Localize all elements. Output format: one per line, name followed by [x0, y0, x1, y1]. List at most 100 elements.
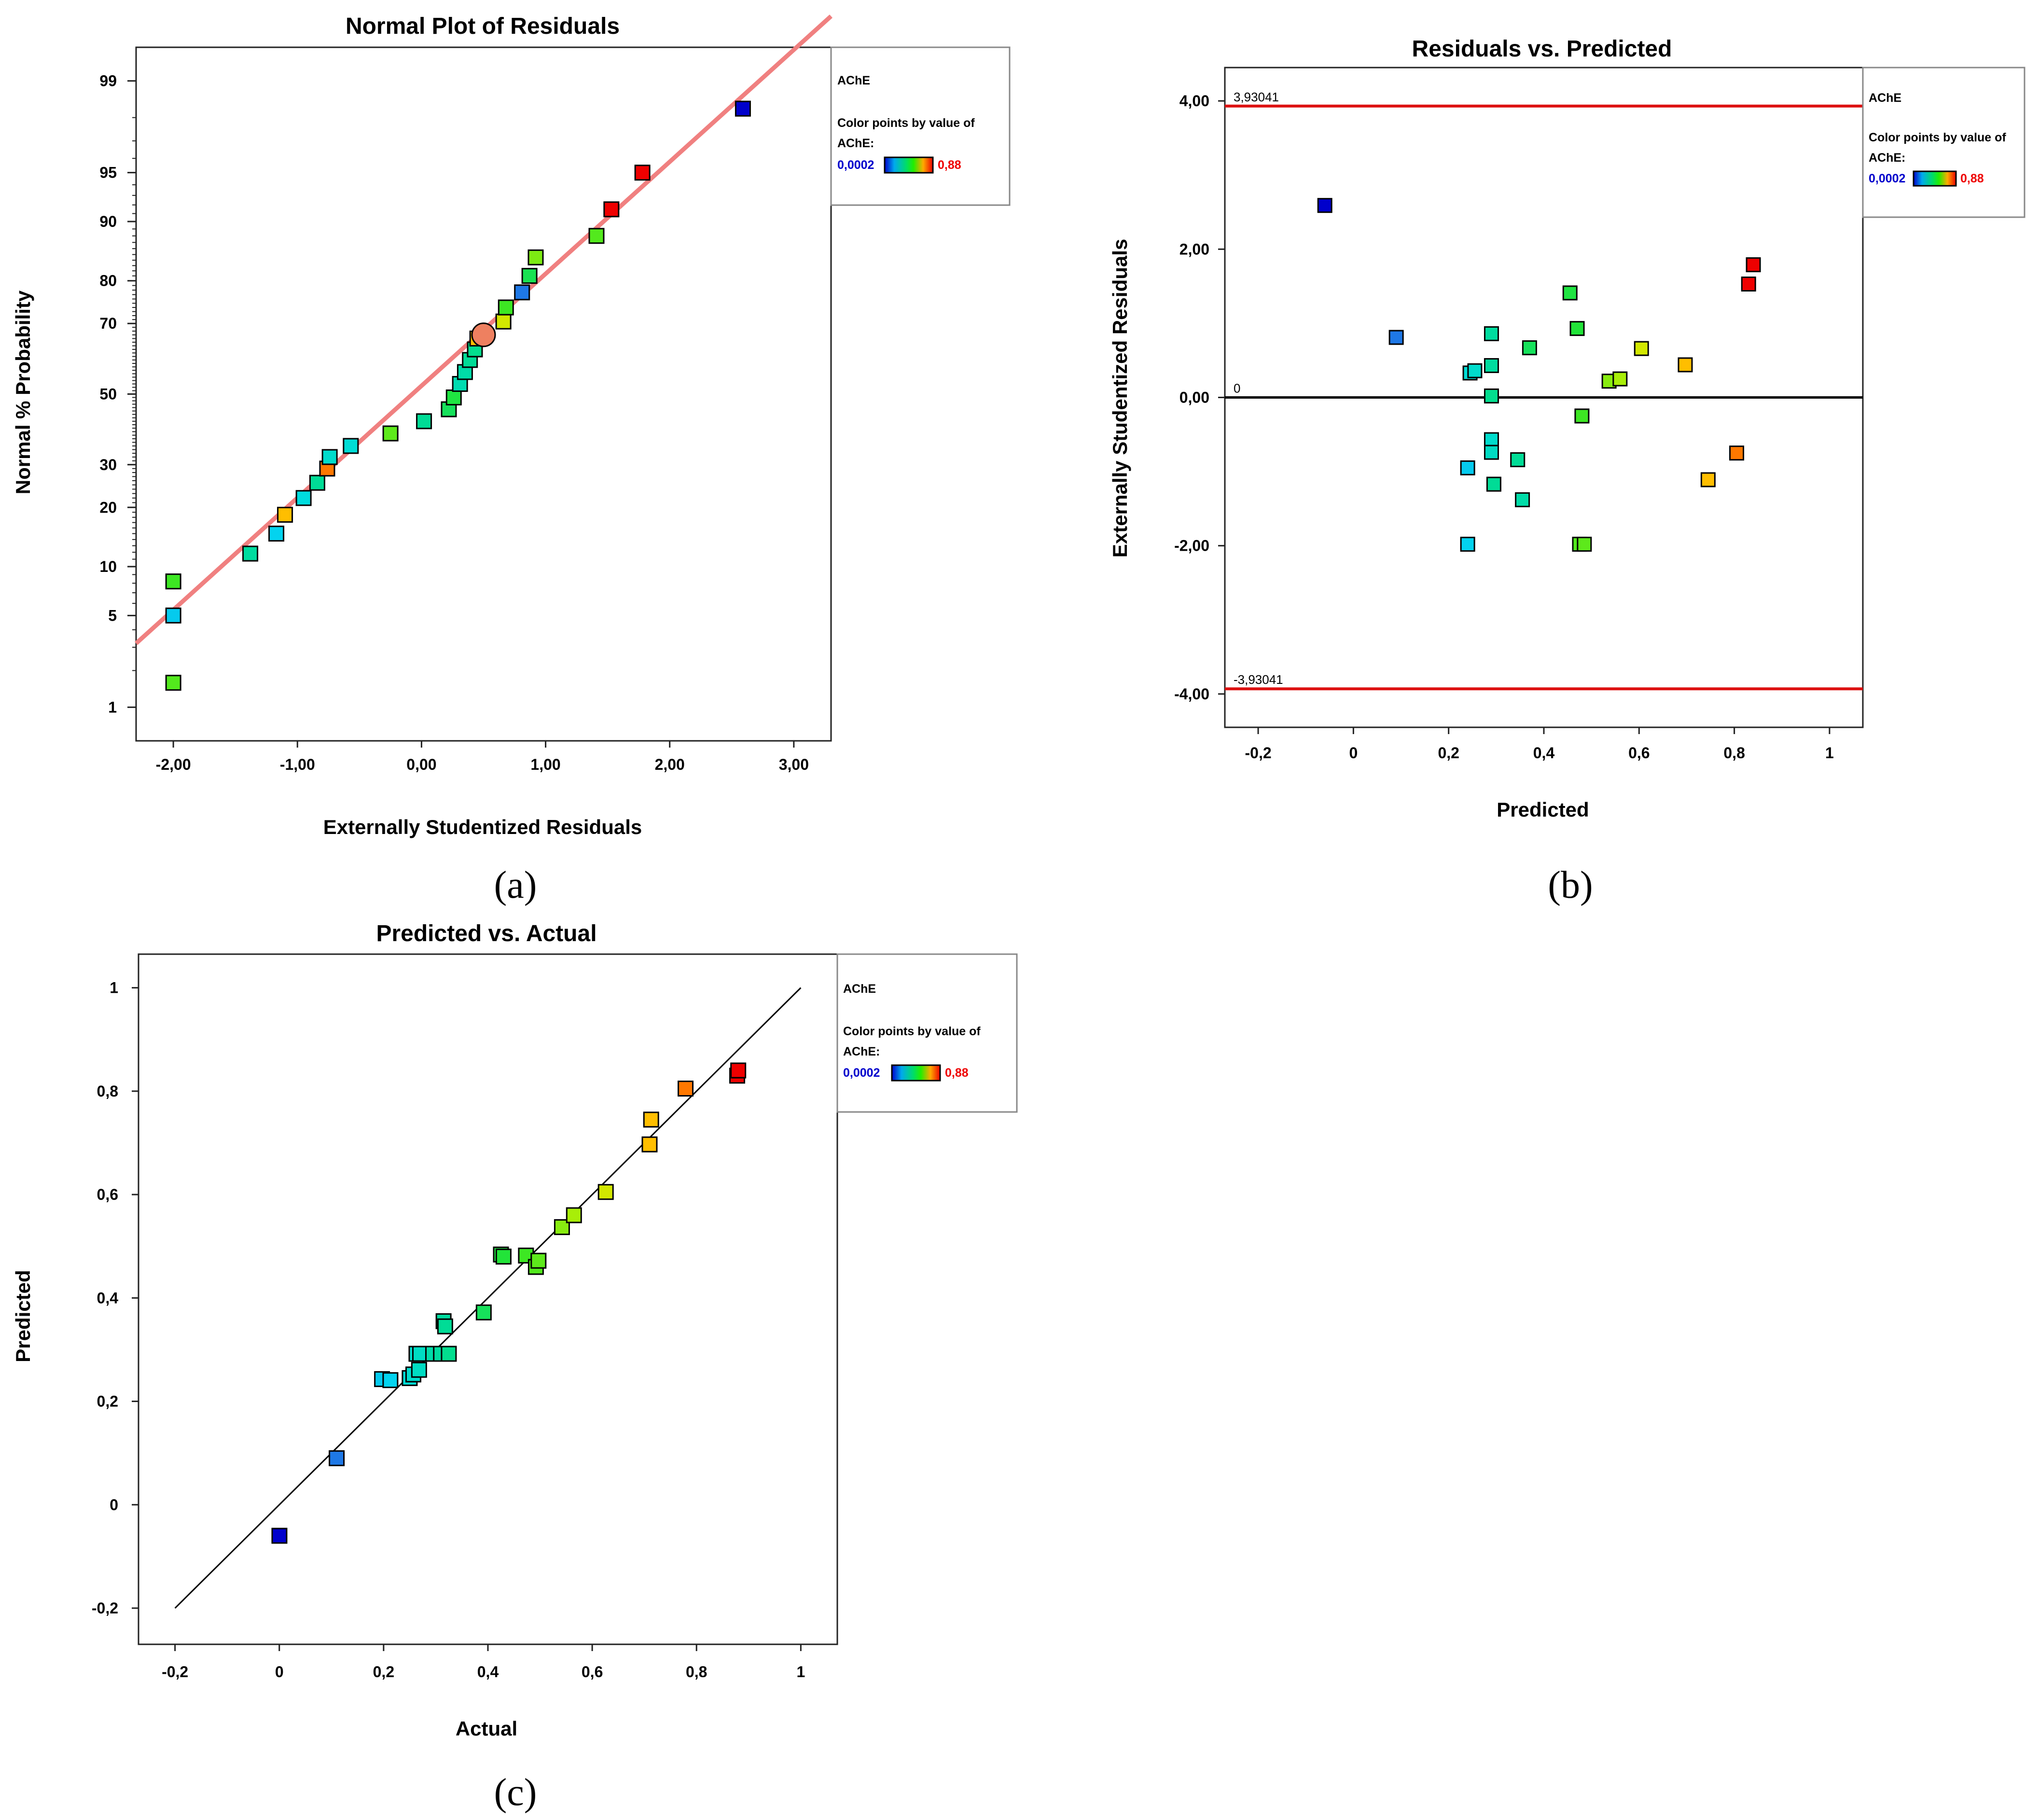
data-point-b: [1486, 476, 1501, 492]
data-point-a: [165, 607, 181, 624]
data-point-b: [1460, 537, 1475, 552]
y-tick-label-b: 0,00: [1179, 389, 1209, 406]
chart-title-a: Normal Plot of Residuals: [346, 14, 620, 39]
x-tick-label-a: 3,00: [779, 756, 809, 773]
legend-subtitle-b2: AChE:: [1869, 151, 1905, 165]
legend-gradient-b: [1913, 170, 1957, 187]
plot-area-a: [135, 46, 832, 742]
points-a: [165, 100, 751, 691]
data-point-a: [634, 165, 651, 181]
legend-min-a: 0,0002: [837, 158, 874, 172]
x-tick-label-c: 1: [796, 1663, 805, 1681]
x-tick-label-b: 1: [1825, 744, 1834, 762]
data-point-b: [1634, 341, 1649, 356]
points-c: [271, 1062, 747, 1544]
data-point-b: [1700, 472, 1716, 487]
legend-subtitle-c1: Color points by value of: [843, 1025, 981, 1038]
x-tick-label-c: 0: [275, 1663, 284, 1681]
data-point-b: [1574, 408, 1590, 424]
legend-gradient-a: [884, 156, 934, 174]
legend-box-b: [1862, 67, 2025, 218]
x-axis-label-b: Predicted: [1497, 798, 1589, 821]
x-tick-label-c: 0,2: [373, 1663, 394, 1681]
data-point-b: [1741, 276, 1756, 292]
reference-lines-c: [174, 987, 802, 1609]
ticks-c: -0,2 0 0,2 0,4 0,6 0,8 1 -0,2 0 0,2 0,4 0,6 0,8 1: [92, 979, 805, 1681]
x-tick-label-a: 2,00: [655, 756, 685, 773]
legend-title-b: AChE: [1869, 91, 1901, 105]
y-tick-label-a: 10: [99, 558, 117, 575]
data-point-b: [1562, 285, 1578, 301]
x-tick-label-b: 0: [1349, 744, 1358, 762]
data-point-b: [1577, 537, 1592, 552]
y-tick-label-a: 1: [108, 698, 117, 716]
data-point-b: [1612, 371, 1628, 387]
chart-title-c: Predicted vs. Actual: [376, 921, 596, 946]
x-tick-label-b: 0,8: [1723, 744, 1745, 762]
x-tick-label-a: -1,00: [280, 756, 315, 773]
data-point-c: [641, 1136, 658, 1153]
identity-line-c: [174, 987, 802, 1609]
data-point-b: [1522, 340, 1537, 356]
x-tick-label-c: 0,8: [686, 1663, 707, 1681]
data-point-a: [521, 268, 538, 284]
y-axis-label-b: Externally Studentized Residuals: [1109, 239, 1131, 558]
data-point-a: [495, 313, 512, 330]
legend-box-c: [836, 953, 1018, 1113]
legend-subtitle-a1: Color points by value of: [837, 116, 975, 130]
legend-title-a: AChE: [837, 74, 870, 87]
y-tick-label-a: 20: [99, 499, 117, 516]
reference-line-label-b: 3,93041: [1234, 90, 1279, 104]
data-point-a: [268, 526, 285, 542]
data-point-a: [603, 201, 620, 218]
y-tick-label-a: 99: [99, 72, 117, 90]
legend-gradient-c: [891, 1064, 941, 1082]
ticks-a: -2,00 -1,00 0,00 1,00 2,00 3,00 1 5 10 20 30 50 70 80…: [99, 72, 809, 773]
data-point-a: [382, 425, 399, 442]
data-point-a: [514, 284, 530, 301]
legend-title-c: AChE: [843, 982, 876, 996]
y-tick-label-a: 80: [99, 272, 117, 290]
data-point-c: [475, 1304, 492, 1320]
legend-c: AChE Color points by value of AChE: 0,00…: [836, 953, 1018, 1113]
data-point-b: [1510, 452, 1526, 468]
data-point-b: [1484, 388, 1499, 403]
data-point-c: [643, 1111, 659, 1128]
x-tick-label-b: -0,2: [1245, 744, 1271, 762]
data-point-b: [1484, 445, 1499, 460]
y-axis-label-a: Normal % Probability: [12, 290, 34, 494]
data-point-a: [277, 507, 293, 523]
legend-min-b: 0,0002: [1869, 172, 1905, 185]
data-point-a: [498, 299, 514, 316]
data-point-a: [242, 545, 259, 562]
data-point-b: [1484, 432, 1499, 447]
legend-subtitle-c2: AChE:: [843, 1045, 880, 1058]
ticks-b: -0,2 0 0,2 0,4 0,6 0,8 1 -4,00 -2,00 0,00 2,00 4,00: [1174, 92, 1834, 762]
predicted-vs-actual-panel: Predicted vs. Actual -0,2 0 0,2 0,4 0,6 0,8 1-…: [12, 921, 1018, 1814]
data-point-a: [416, 413, 432, 430]
data-point-a: [309, 474, 325, 491]
legend-max-a: 0,88: [938, 158, 961, 172]
reference-lines-b: 3,93041 0 -3,93041: [1225, 90, 1863, 691]
x-tick-label-c: 0,4: [477, 1663, 499, 1681]
legend-subtitle-b1: Color points by value of: [1869, 131, 2006, 144]
data-point-c: [329, 1450, 345, 1466]
data-point-b: [1515, 492, 1530, 507]
data-point-c: [382, 1372, 399, 1389]
x-tick-label-b: 0,4: [1533, 744, 1555, 762]
data-point-b: [1678, 357, 1693, 373]
data-point-c: [530, 1252, 547, 1269]
legend-max-b: 0,88: [1960, 172, 1984, 185]
y-tick-label-c: -0,2: [92, 1599, 118, 1617]
data-point-a: [527, 249, 544, 265]
y-tick-label-a: 30: [99, 456, 117, 473]
data-point-b: [1569, 321, 1585, 336]
y-tick-label-a: 50: [99, 386, 117, 403]
residuals-vs-predicted-panel: Residuals vs. Predicted -0,2 0 0,2 0,4 0,6 0,…: [1109, 36, 2025, 906]
x-tick-label-a: -2,00: [156, 756, 191, 773]
x-tick-label-a: 1,00: [530, 756, 560, 773]
x-tick-label-b: 0,6: [1628, 744, 1650, 762]
data-point-b: [1484, 358, 1499, 373]
data-point-a: [735, 100, 751, 117]
